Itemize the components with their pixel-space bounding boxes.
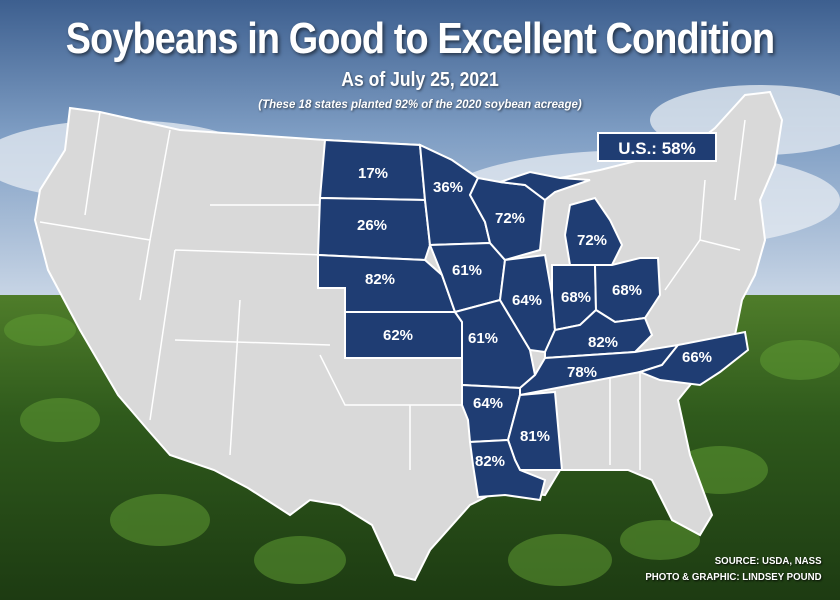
label-louisiana: 82% — [475, 453, 505, 470]
label-north-carolina: 66% — [682, 349, 712, 366]
map-title: Soybeans in Good to Excellent Condition — [65, 14, 775, 63]
label-wisconsin: 72% — [495, 210, 525, 227]
label-kentucky: 82% — [588, 334, 618, 351]
state-north-carolina — [637, 330, 750, 387]
label-kansas: 62% — [383, 327, 413, 344]
label-michigan: 72% — [577, 232, 607, 249]
label-iowa: 61% — [452, 262, 482, 279]
label-missouri: 61% — [468, 330, 498, 347]
source-line: SOURCE: USDA, NASS — [715, 555, 822, 567]
label-arkansas: 64% — [473, 395, 503, 412]
state-labels: 17% 36% 72% 72% 26% 82% 61% 64% 68% 68% … — [357, 165, 712, 470]
us-total-badge: U.S.: 58% — [597, 132, 717, 162]
highlighted-states — [316, 138, 750, 502]
state-south-dakota — [316, 196, 432, 262]
label-mississippi: 81% — [520, 428, 550, 445]
soybean-leaves — [4, 314, 840, 586]
source-credit: SOURCE: USDA, NASS PHOTO & GRAPHIC: LIND… — [646, 553, 822, 585]
label-nebraska: 82% — [365, 271, 395, 288]
label-illinois: 64% — [512, 292, 542, 309]
state-michigan-up — [499, 170, 591, 202]
state-louisiana — [468, 438, 547, 502]
credit-line: PHOTO & GRAPHIC: LINDSEY POUND — [645, 571, 822, 583]
label-tennessee: 78% — [567, 364, 597, 381]
map-note: (These 18 states planted 92% of the 2020… — [258, 99, 582, 111]
label-minnesota: 36% — [433, 179, 463, 196]
map-subtitle: As of July 25, 2021 — [341, 69, 499, 91]
state-michigan — [563, 196, 624, 266]
label-ohio: 68% — [612, 282, 642, 299]
label-indiana: 68% — [561, 289, 591, 306]
label-north-dakota: 17% — [358, 165, 388, 182]
label-south-dakota: 26% — [357, 217, 387, 234]
